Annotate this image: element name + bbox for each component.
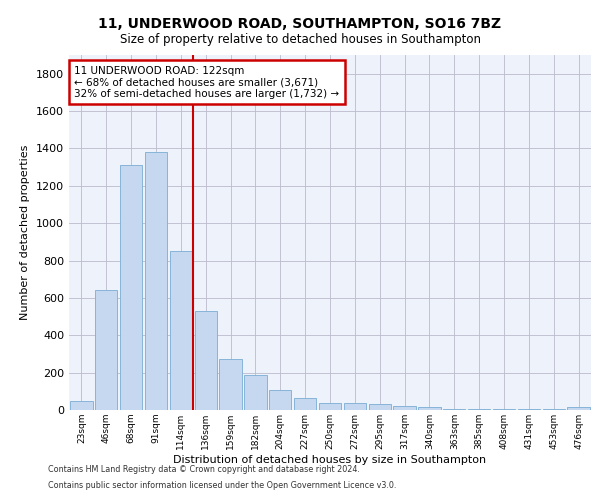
Text: Size of property relative to detached houses in Southampton: Size of property relative to detached ho… xyxy=(119,32,481,46)
Bar xyxy=(568,407,590,410)
Bar xyxy=(294,398,316,410)
Bar xyxy=(518,409,540,410)
Text: 11, UNDERWOOD ROAD, SOUTHAMPTON, SO16 7BZ: 11, UNDERWOOD ROAD, SOUTHAMPTON, SO16 7B… xyxy=(98,18,502,32)
Bar xyxy=(95,290,118,410)
Bar xyxy=(194,311,217,410)
Bar xyxy=(244,376,266,410)
Bar xyxy=(394,406,416,410)
Bar xyxy=(319,402,341,410)
Text: 11 UNDERWOOD ROAD: 122sqm
← 68% of detached houses are smaller (3,671)
32% of se: 11 UNDERWOOD ROAD: 122sqm ← 68% of detac… xyxy=(74,66,340,99)
Bar xyxy=(468,409,490,410)
Bar xyxy=(542,409,565,410)
Bar xyxy=(170,251,192,410)
Text: Contains public sector information licensed under the Open Government Licence v3: Contains public sector information licen… xyxy=(48,480,397,490)
X-axis label: Distribution of detached houses by size in Southampton: Distribution of detached houses by size … xyxy=(173,454,487,464)
Bar xyxy=(145,152,167,410)
Text: Contains HM Land Registry data © Crown copyright and database right 2024.: Contains HM Land Registry data © Crown c… xyxy=(48,466,360,474)
Bar xyxy=(220,358,242,410)
Bar xyxy=(70,400,92,410)
Bar xyxy=(418,407,440,410)
Bar xyxy=(368,404,391,410)
Bar xyxy=(269,390,292,410)
Bar xyxy=(493,409,515,410)
Bar xyxy=(120,165,142,410)
Bar xyxy=(344,404,366,410)
Y-axis label: Number of detached properties: Number of detached properties xyxy=(20,145,31,320)
Bar xyxy=(443,409,466,410)
